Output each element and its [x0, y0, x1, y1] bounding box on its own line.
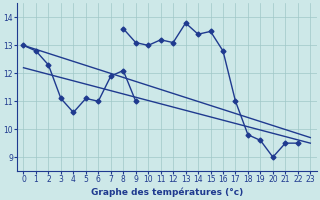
X-axis label: Graphe des températures (°c): Graphe des températures (°c): [91, 187, 243, 197]
